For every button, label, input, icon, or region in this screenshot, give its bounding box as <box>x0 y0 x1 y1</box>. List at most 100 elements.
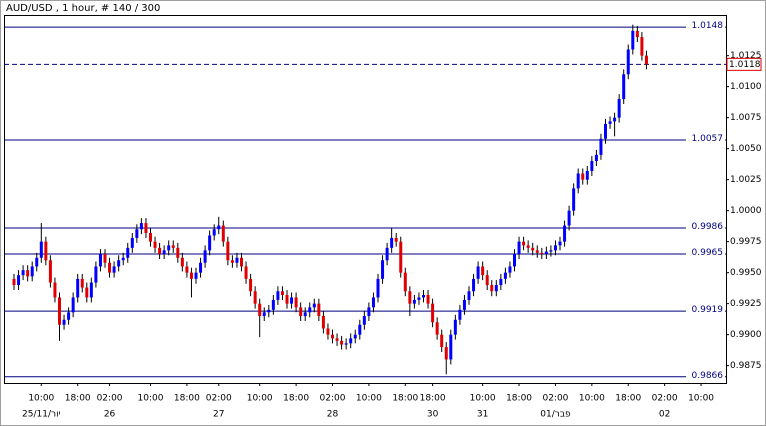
candle-body <box>531 247 535 251</box>
candle-body <box>522 241 526 246</box>
candle-body <box>180 257 184 267</box>
level-label-bg <box>686 20 725 32</box>
y-tick-label: 1.0125 <box>730 51 762 61</box>
date-label: 01/פבר <box>540 410 571 420</box>
candle-body <box>440 334 444 348</box>
candle-body <box>576 173 580 189</box>
candle-body <box>80 278 84 288</box>
candle-body <box>422 294 425 298</box>
candle-body <box>449 334 453 360</box>
candle-body <box>35 257 39 267</box>
candle-body <box>285 294 289 304</box>
candle-body <box>249 278 253 292</box>
candle-body <box>276 291 280 300</box>
candle-body <box>403 272 407 292</box>
candle-body <box>349 338 353 344</box>
y-tick-label: 0.9975 <box>730 237 762 247</box>
candle-body <box>299 307 303 317</box>
candle-body <box>112 266 116 273</box>
candle-body <box>185 266 189 273</box>
candle-body <box>371 297 375 308</box>
candle-body <box>312 303 316 308</box>
level-label-bg <box>686 221 725 233</box>
candle-body <box>431 303 435 323</box>
level-label-bg <box>686 369 725 381</box>
candle-body <box>417 297 421 300</box>
candle-body <box>62 319 66 325</box>
candle-body <box>53 282 57 298</box>
candle-body <box>385 247 389 261</box>
candle-body <box>267 309 271 313</box>
level-label: 0.9965 <box>692 248 724 258</box>
candle-body <box>103 254 107 263</box>
candle-body <box>235 257 239 263</box>
candle-body <box>76 278 80 298</box>
candle-body <box>394 237 398 242</box>
candle-body <box>126 247 130 258</box>
candle-body <box>208 235 212 251</box>
candle-body <box>599 138 603 155</box>
candle-body <box>199 262 203 273</box>
candle-body <box>89 282 93 298</box>
candle-body <box>176 247 180 258</box>
y-tick-label: 1.0000 <box>730 206 762 216</box>
level-label-bg <box>686 247 725 259</box>
candle-body <box>513 254 516 267</box>
date-label: 28 <box>327 410 339 420</box>
candle-body <box>326 328 330 335</box>
candle-body <box>48 260 52 283</box>
candle-body <box>503 272 507 279</box>
x-tick-label: 18:00 <box>392 394 418 404</box>
x-tick-label: 10:00 <box>247 394 273 404</box>
candle-body <box>290 297 294 304</box>
candle-body <box>171 245 175 248</box>
candle-body <box>426 294 430 304</box>
last-price-label: 1.0118 <box>729 60 761 70</box>
candle-body <box>572 188 576 211</box>
candle-body <box>490 285 494 292</box>
candle-body <box>344 343 348 345</box>
candle-body <box>317 303 321 317</box>
y-tick-label: 0.9950 <box>730 268 762 278</box>
candle-body <box>481 266 485 276</box>
candle-body <box>399 241 403 273</box>
candle-body <box>485 275 489 286</box>
candle-body <box>613 117 617 122</box>
candle-body <box>30 266 34 277</box>
candle-body <box>353 334 357 339</box>
candle-body <box>558 241 562 246</box>
y-tick-label: 0.9925 <box>730 299 762 309</box>
date-label: 26 <box>104 410 116 420</box>
candle-body <box>167 245 171 251</box>
candle-body <box>499 278 503 286</box>
candle-body <box>462 299 466 310</box>
level-label: 1.0057 <box>692 134 724 144</box>
candle-body <box>581 173 585 180</box>
candle-body <box>280 291 284 295</box>
x-tick-label: 10:00 <box>356 394 382 404</box>
candle-body <box>508 266 512 273</box>
level-label-bg <box>686 304 725 316</box>
chart-title: AUD/USD , 1 hour, # 140 / 300 <box>6 3 160 14</box>
candle-body <box>135 229 139 238</box>
candle-body <box>98 254 102 267</box>
candle-body <box>335 338 339 341</box>
candle-body <box>453 319 457 335</box>
x-tick-label: 10:00 <box>470 394 496 404</box>
candle-body <box>563 225 567 242</box>
x-tick-label: 18:00 <box>65 394 91 404</box>
candle-body <box>622 74 626 100</box>
candle-body <box>226 241 230 261</box>
date-label: 30 <box>427 410 439 420</box>
candle-body <box>381 260 385 279</box>
candle-body <box>340 340 344 345</box>
candle-body <box>472 278 476 292</box>
candle-body <box>321 316 325 329</box>
candle-body <box>308 307 312 313</box>
candle-body <box>258 303 262 317</box>
candle-body <box>408 291 412 304</box>
last-price-box <box>726 57 762 71</box>
level-label: 0.9919 <box>692 305 724 315</box>
candle-body <box>139 223 143 230</box>
x-tick-label: 02:00 <box>320 394 346 404</box>
